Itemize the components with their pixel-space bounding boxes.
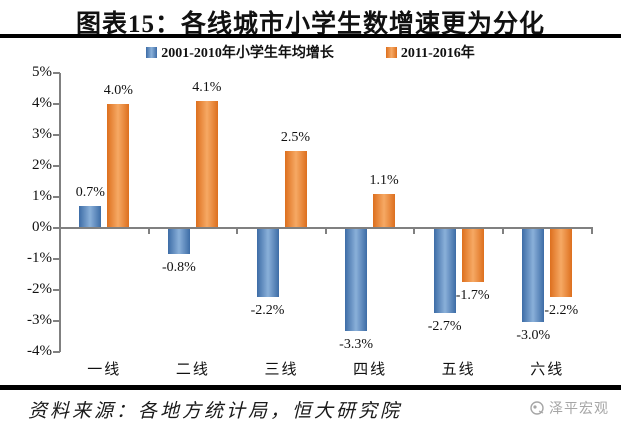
category-label: 三线: [264, 362, 299, 378]
bar-orange-三线: [284, 150, 307, 228]
value-label: -3.0%: [516, 328, 551, 343]
value-label: 1.1%: [369, 172, 399, 188]
x-tick: [502, 228, 504, 234]
value-label: 4.1%: [192, 79, 222, 95]
category-label: 五线: [441, 362, 476, 378]
category-label: 二线: [175, 362, 210, 378]
x-tick: [413, 228, 416, 234]
y-tick-label: -4%: [27, 343, 52, 359]
value-label: 2.5%: [280, 129, 311, 145]
y-tick: [53, 258, 60, 260]
legend-label-2011-2016: 2011-2016年: [400, 46, 475, 61]
legend-label-2001-2010: 2001-2010年小学生年均增长: [161, 46, 334, 61]
y-tick-label: 4%: [32, 95, 52, 111]
y-tick: [53, 351, 60, 353]
y-tick: [53, 196, 60, 198]
y-tick: [53, 103, 60, 105]
legend-swatch-orange: [385, 46, 397, 58]
y-tick-label: 0%: [32, 219, 52, 235]
value-label: 0.7%: [75, 185, 105, 201]
bar-blue-三线: [256, 229, 279, 298]
y-tick-label: -3%: [27, 312, 52, 328]
x-tick: [59, 228, 61, 234]
x-tick: [324, 228, 327, 234]
value-label: 4.0%: [103, 83, 133, 98]
legend-item-2001-2010: 2001-2010年小学生年均增长: [146, 42, 334, 62]
y-tick-label: 2%: [32, 157, 52, 173]
bar-blue-一线: [79, 206, 102, 228]
zeping-macro-logo-icon: [530, 401, 544, 415]
y-tick: [53, 289, 60, 291]
bar-blue-六线: [522, 229, 545, 322]
top-divider: [0, 34, 621, 38]
bar-orange-一线: [107, 104, 130, 228]
category-label: 四线: [353, 362, 388, 378]
value-label: -2.2%: [544, 303, 579, 319]
y-tick: [53, 134, 60, 136]
value-label: -2.2%: [250, 303, 285, 319]
bar-orange-四线: [373, 193, 396, 228]
y-tick: [53, 72, 60, 74]
legend-item-2011-2016: 2011-2016年: [385, 42, 475, 62]
bar-orange-二线: [195, 100, 218, 228]
y-tick: [53, 165, 60, 167]
bar-orange-五线: [461, 229, 484, 282]
chart-title: 图表15：各线城市小学生数增速更为分化: [75, 11, 545, 38]
bar-orange-六线: [550, 229, 573, 298]
y-tick: [53, 320, 60, 322]
y-tick-label: 1%: [32, 188, 52, 204]
watermark-text: 泽平宏观: [549, 400, 609, 416]
bottom-divider: [0, 385, 621, 390]
legend-swatch-blue: [146, 46, 158, 58]
source-note: 资料来源：各地方统计局，恒大研究院: [28, 401, 403, 422]
y-tick-label: -1%: [27, 250, 52, 266]
category-label: 一线: [87, 362, 122, 378]
y-tick-label: -2%: [27, 281, 52, 297]
chart-legend: 2001-2010年小学生年均增长 2011-2016年: [0, 42, 621, 62]
value-label: -1.7%: [455, 287, 490, 303]
x-tick: [236, 228, 239, 234]
bar-blue-五线: [433, 229, 456, 313]
value-label: -2.7%: [427, 318, 462, 334]
y-tick-label: 3%: [32, 126, 52, 142]
x-tick: [590, 228, 593, 234]
bar-blue-二线: [167, 229, 190, 254]
watermark: 泽平宏观: [529, 398, 609, 418]
bar-blue-四线: [345, 229, 368, 332]
y-tick-label: 5%: [32, 64, 52, 80]
y-axis-line: [59, 73, 61, 352]
category-label: 六线: [530, 362, 565, 378]
y-tick: [53, 227, 60, 229]
value-label: -0.8%: [161, 259, 196, 275]
x-tick: [147, 228, 150, 234]
value-label: -3.3%: [339, 337, 373, 353]
